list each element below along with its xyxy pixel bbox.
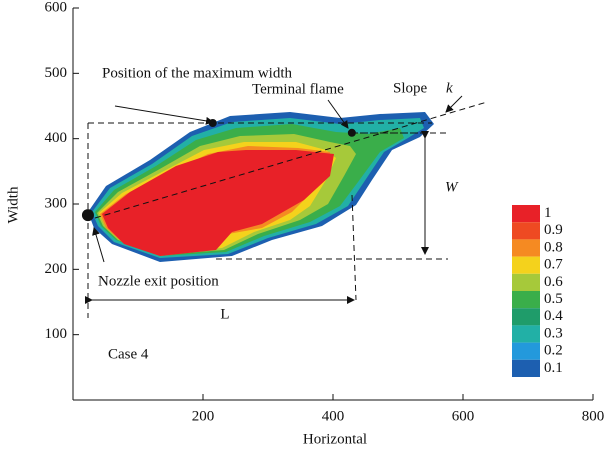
y-tick-label: 100	[45, 326, 68, 342]
colorbar-label: 0.2	[544, 343, 563, 359]
marker-point	[82, 209, 94, 221]
annotation: Terminal flame	[252, 81, 344, 97]
y-tick-label: 300	[45, 195, 68, 211]
colorbar-swatch	[512, 222, 540, 239]
y-axis-label: Width	[5, 186, 21, 223]
x-axis-label: Horizontal	[303, 431, 367, 447]
x-tick-label: 600	[452, 408, 475, 424]
colorbar-swatch	[512, 360, 540, 377]
annotation: k	[446, 80, 453, 96]
y-tick-label: 500	[45, 65, 68, 81]
annotation: W	[445, 179, 459, 195]
annotation: Position of the maximum width	[102, 65, 292, 81]
colorbar-label: 0.5	[544, 291, 563, 307]
y-tick-label: 200	[45, 261, 68, 277]
annotation: Slope	[393, 80, 428, 96]
annotation: Case 4	[108, 346, 149, 362]
colorbar-label: 1	[544, 205, 552, 221]
colorbar-label: 0.9	[544, 222, 563, 238]
flame-contours	[88, 112, 434, 262]
colorbar-label: 0.6	[544, 274, 563, 290]
y-tick-label: 600	[45, 0, 68, 15]
x-tick-label: 800	[582, 408, 605, 424]
annotation: L	[220, 306, 229, 322]
x-tick-label: 200	[192, 408, 215, 424]
colorbar-label: 0.3	[544, 325, 563, 341]
colorbar-swatch	[512, 291, 540, 308]
y-tick-label: 400	[45, 130, 68, 146]
x-tick-label: 400	[322, 408, 345, 424]
colorbar-label: 0.8	[544, 239, 563, 255]
colorbar-swatch	[512, 274, 540, 291]
annotation: Nozzle exit position	[98, 273, 219, 289]
marker-point	[348, 129, 356, 137]
colorbar-swatch	[512, 205, 540, 222]
colorbar-swatch	[512, 257, 540, 274]
colorbar-label: 0.4	[544, 308, 563, 324]
marker-point	[209, 119, 217, 127]
colorbar-label: 0.7	[544, 257, 563, 273]
colorbar-swatch	[512, 239, 540, 256]
colorbar-label: 0.1	[544, 360, 563, 376]
chart: Position of the maximum width Terminal f…	[0, 0, 610, 454]
colorbar-swatch	[512, 308, 540, 325]
colorbar-swatch	[512, 343, 540, 360]
colorbar-swatch	[512, 325, 540, 342]
